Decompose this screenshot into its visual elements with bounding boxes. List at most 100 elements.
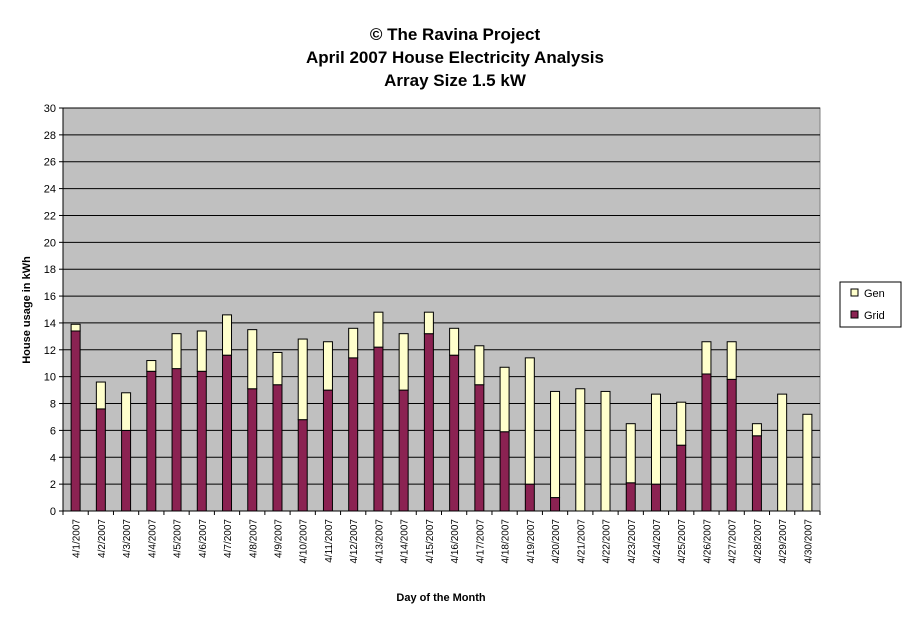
bar-gen [222,314,233,356]
x-tick-label: 4/28/2007 [753,519,764,564]
x-tick-label: 4/14/2007 [400,519,411,564]
x-tick-label: 4/29/2007 [778,519,789,564]
legend-swatch-gen [850,288,859,297]
bar-gen [398,333,409,391]
bar-grid [625,482,636,512]
bar-gen [423,311,434,335]
y-axis-label: House usage in kWh [21,256,33,364]
y-tick-label: 12 [44,345,56,357]
bar-gen [676,401,687,446]
x-tick-label: 4/24/2007 [652,519,663,564]
x-tick-label: 4/10/2007 [299,519,310,564]
bar-grid [524,483,535,512]
bar-gen [449,327,460,356]
bar-gen [373,311,384,348]
y-tick-label: 26 [44,157,56,169]
bar-gen [196,330,207,372]
bar-grid [449,354,460,512]
bar-grid [348,357,359,512]
bar-gen [777,393,788,512]
x-tick-label: 4/8/2007 [248,519,259,558]
x-tick-label: 4/11/2007 [324,519,335,563]
x-tick-label: 4/27/2007 [728,519,739,564]
bar-grid [676,444,687,512]
bar-gen [802,413,813,512]
bar-gen [524,357,535,485]
x-tick-label: 4/26/2007 [702,519,713,564]
bar-gen [499,366,510,433]
bar-grid [121,429,132,512]
x-tick-label: 4/2/2007 [97,519,108,558]
x-tick-label: 4/25/2007 [677,519,688,564]
x-tick-label: 4/9/2007 [273,519,284,558]
y-tick-label: 14 [44,318,56,330]
y-tick-label: 18 [44,264,56,276]
bar-gen [625,423,636,484]
y-tick-label: 28 [44,130,56,142]
x-tick-label: 4/16/2007 [450,519,461,564]
bar-grid [751,435,762,512]
bar-grid [726,378,737,512]
bar-gen [701,341,712,375]
legend-swatch-grid [850,310,859,319]
bar-gen [247,329,258,390]
bar-grid [373,346,384,512]
bar-gen [575,388,586,512]
bar-gen [171,333,182,370]
y-tick-label: 22 [44,210,56,222]
x-tick-label: 4/4/2007 [147,519,158,558]
y-tick-label: 16 [44,291,56,303]
x-tick-label: 4/7/2007 [223,519,234,558]
chart-title-line-1: © The Ravina Project [370,25,541,44]
y-tick-label: 0 [50,506,56,518]
chart-title-line-2: April 2007 House Electricity Analysis [306,48,604,67]
x-tick-label: 4/19/2007 [526,519,537,564]
bar-grid [398,389,409,512]
bar-grid [701,373,712,512]
bar-gen [322,341,333,391]
bar-gen [121,392,132,431]
bar-gen [146,360,157,372]
bar-grid [196,370,207,512]
bar-gen [70,323,81,332]
legend-label-grid: Grid [864,310,885,322]
x-tick-label: 4/12/2007 [349,519,360,564]
bar-grid [222,354,233,512]
x-tick-label: 4/15/2007 [425,519,436,564]
bar-gen [272,351,283,386]
bar-gen [474,345,485,386]
bar-grid [146,370,157,512]
x-tick-label: 4/20/2007 [551,519,562,564]
plot-area [62,107,821,512]
x-axis-ticks: 4/1/2007 4/2/2007 4/3/2007 4/4/2007 4/5/2007… [62,511,821,564]
bar-grid [95,408,106,512]
y-tick-label: 24 [44,184,56,196]
chart-title: © The Ravina Project April 2007 House El… [306,25,604,90]
bar-grid [423,333,434,512]
x-tick-label: 4/13/2007 [374,519,385,564]
x-tick-label: 4/1/2007 [72,519,83,558]
legend-box [839,281,902,328]
x-tick-label: 4/23/2007 [627,519,638,564]
bar-grid [499,431,510,512]
bar-grid [272,384,283,512]
bar-gen [726,341,737,380]
chart-title-line-3: Array Size 1.5 kW [384,71,527,90]
y-tick-label: 8 [50,399,56,411]
y-tick-label: 30 [44,103,56,115]
bar-grid [70,330,81,512]
x-tick-label: 4/17/2007 [475,519,486,564]
x-tick-label: 4/18/2007 [501,519,512,564]
legend: Gen Grid [839,281,902,328]
x-tick-label: 4/30/2007 [803,519,814,564]
x-tick-label: 4/22/2007 [602,519,613,564]
bar-grid [297,419,308,512]
bar-gen [95,381,106,410]
bar-grid [550,497,561,512]
bar-gen [297,338,308,421]
y-tick-label: 2 [50,479,56,491]
y-tick-label: 4 [50,452,56,464]
bar-gen [348,327,359,359]
